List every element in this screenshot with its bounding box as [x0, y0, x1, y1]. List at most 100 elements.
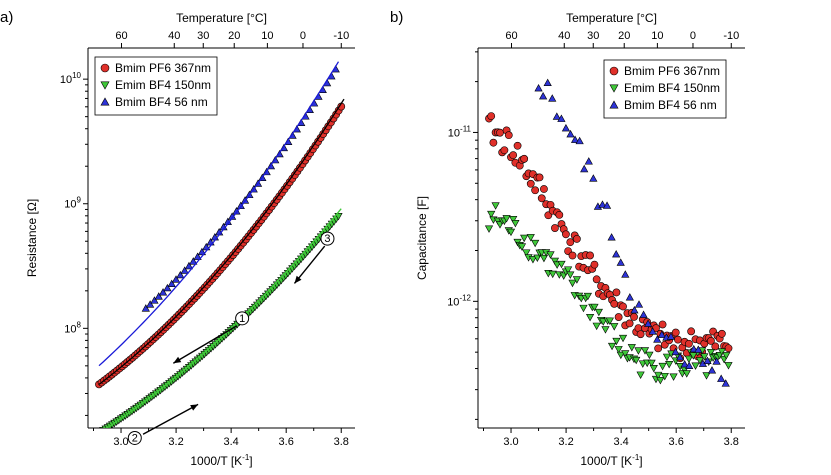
top-tick-label: 10 — [261, 30, 273, 42]
y-tick-label: 109 — [64, 196, 81, 211]
data-point — [557, 114, 566, 122]
data-point — [669, 373, 678, 381]
y-axis-label: Capacitance [F] — [415, 196, 429, 280]
data-point — [550, 257, 560, 266]
legend-entry: Bmim PF6 367nm — [115, 61, 211, 75]
data-point — [546, 251, 555, 259]
data-point — [648, 327, 657, 335]
data-point — [491, 202, 500, 210]
data-point — [614, 346, 623, 354]
data-point — [656, 377, 665, 385]
data-point — [552, 112, 561, 120]
data-point — [711, 342, 720, 351]
data-point — [579, 304, 588, 313]
data-point — [689, 352, 698, 360]
top-tick-label: -10 — [723, 30, 739, 42]
data-point — [534, 83, 543, 92]
data-point — [506, 228, 516, 237]
data-point — [533, 254, 542, 263]
data-point — [141, 304, 150, 312]
x-tick-label: 3.6 — [669, 436, 684, 448]
arrow-head — [190, 404, 199, 411]
data-point — [548, 270, 557, 279]
annotation-marker — [320, 231, 335, 246]
data-point — [487, 112, 496, 121]
data-point — [658, 320, 667, 329]
data-point — [555, 210, 564, 219]
annotation-marker — [127, 430, 142, 445]
data-point — [100, 97, 110, 106]
legend-box — [603, 59, 727, 119]
data-point — [691, 362, 700, 370]
data-point — [703, 356, 712, 364]
data-point — [158, 288, 168, 296]
top-tick-label: 40 — [558, 30, 570, 42]
data-point — [520, 234, 529, 243]
data-point — [702, 372, 711, 380]
data-point — [610, 299, 619, 308]
data-point — [598, 200, 607, 208]
top-tick-label: 60 — [505, 30, 517, 42]
data-point — [539, 254, 549, 263]
data-point — [531, 239, 540, 248]
data-point — [146, 300, 155, 308]
data-point — [616, 258, 625, 266]
data-point — [551, 224, 559, 232]
annotation-label: 1 — [239, 313, 245, 325]
data-point — [513, 141, 522, 150]
data-point — [609, 84, 619, 93]
arrow-head — [294, 275, 302, 284]
top-axis-label: Temperature [°C] — [176, 11, 267, 25]
data-point — [171, 275, 181, 283]
data-point — [621, 270, 630, 278]
data-point — [543, 78, 552, 87]
data-point — [614, 313, 623, 321]
data-point — [647, 359, 656, 368]
data-point — [592, 275, 601, 284]
data-point — [540, 185, 548, 193]
data-point — [682, 370, 691, 378]
legend-entry: Emim BF4 150nm — [624, 81, 720, 95]
data-point — [687, 327, 696, 336]
annotation-label: 3 — [324, 233, 330, 245]
data-point — [585, 314, 595, 322]
data-point — [605, 317, 614, 325]
data-point — [618, 334, 628, 343]
data-point — [700, 353, 709, 361]
data-point — [583, 292, 592, 301]
legend-entry: Bmim PF6 367nm — [624, 64, 720, 78]
y-tick-label: 10-12 — [447, 293, 471, 308]
data-point — [680, 359, 689, 368]
series-triangle-up — [534, 78, 730, 387]
data-point — [100, 81, 110, 90]
data-point — [502, 215, 511, 223]
top-tick-label: 40 — [168, 30, 180, 42]
data-point — [601, 326, 610, 334]
data-point — [566, 271, 575, 279]
data-point — [684, 355, 694, 364]
data-point — [695, 357, 705, 365]
data-point — [509, 151, 518, 160]
legend-entry: Bmim BF4 56 nm — [624, 98, 717, 112]
data-point — [189, 257, 198, 265]
data-point — [167, 279, 176, 288]
data-point — [658, 362, 667, 371]
data-point — [654, 344, 663, 353]
legend: Bmim PF6 367nm Emim BF4 150nm Bmim BF4 56 … — [603, 59, 727, 119]
annotation-label: 2 — [132, 432, 138, 444]
data-point — [717, 348, 727, 356]
data-point — [609, 100, 619, 109]
data-point — [665, 361, 674, 369]
data-point — [526, 234, 535, 242]
series-triangle-down — [484, 202, 733, 385]
data-point — [636, 330, 645, 339]
data-point — [660, 372, 669, 381]
data-point — [489, 138, 498, 147]
top-tick-label: 20 — [228, 30, 240, 42]
data-point — [566, 129, 575, 138]
data-point — [586, 251, 594, 260]
panel-a-resistance: a) 3.0 3.2 3.4 3.6 3.8 1000/T [K-1] 60 40 30 20 10 0… — [0, 9, 355, 468]
data-point — [95, 430, 102, 436]
plot-area — [484, 78, 733, 387]
